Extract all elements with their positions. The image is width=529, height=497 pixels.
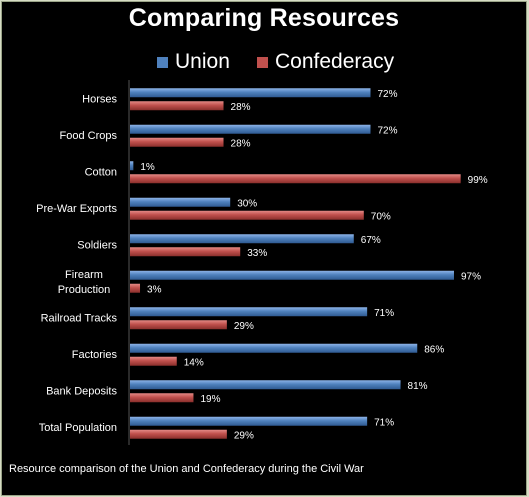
bar-union-horses [130,88,371,98]
category-label-cotton: Cotton [85,166,117,178]
category-label-bank-deposits: Bank Deposits [46,385,117,397]
value-label-confederacy-soldiers: 33% [247,248,267,259]
value-label-union-pre-war-exports: 30% [237,198,257,209]
value-label-confederacy-cotton: 99% [468,175,488,186]
bar-confederacy-total-population [130,429,227,439]
value-label-confederacy-pre-war-exports: 70% [371,211,391,222]
category-label-pre-war-exports: Pre-War Exports [36,203,117,215]
bar-confederacy-horses [130,101,224,111]
bar-union-pre-war-exports [130,197,231,207]
bar-union-total-population [130,416,368,426]
value-label-union-factories: 86% [424,344,444,355]
category-label-firearm-production: Firearm Production [58,269,111,296]
bar-confederacy-cotton [130,174,461,184]
value-label-union-food-crops: 72% [377,125,397,136]
bar-confederacy-firearm-production [130,283,141,293]
value-label-confederacy-railroad-tracks: 29% [234,321,254,332]
legend-swatch-union [157,56,168,68]
bar-union-soldiers [130,234,354,244]
bar-union-cotton [130,161,134,171]
bar-union-factories [130,343,418,353]
category-label-factories: Factories [72,349,118,361]
value-label-union-cotton: 1% [140,162,155,173]
category-label-horses: Horses [82,93,117,105]
value-label-confederacy-total-population: 29% [234,430,254,441]
chart-title: Comparing Resources [128,4,400,32]
bar-union-bank-deposits [130,380,401,390]
legend-label-union: Union [175,50,230,73]
category-label-food-crops: Food Crops [60,130,118,142]
legend-item-confederacy: Confederacy [257,50,394,74]
bar-union-railroad-tracks [130,307,368,317]
chart-caption: Resource comparison of the Union and Con… [9,463,364,475]
bar-confederacy-factories [130,356,177,366]
bar-confederacy-railroad-tracks [130,320,227,330]
value-label-union-firearm-production: 97% [461,271,481,282]
value-label-union-total-population: 71% [374,417,394,428]
chart-plot: Horses 72% 28% Food Crops 72% 28% Cotton 1% 99% P… [36,80,488,445]
bar-confederacy-soldiers [130,247,241,257]
bar-confederacy-pre-war-exports [130,210,364,220]
category-label-total-population: Total Population [39,422,117,434]
legend-item-union: Union [157,50,230,74]
category-label-soldiers: Soldiers [77,239,117,251]
bar-union-firearm-production [130,270,454,280]
legend-label-confederacy: Confederacy [275,50,395,73]
value-label-union-soldiers: 67% [361,235,381,246]
chart-legend: Union Confederacy [2,50,526,74]
legend-swatch-confederacy [257,56,268,68]
value-label-confederacy-horses: 28% [231,102,251,113]
bar-union-food-crops [130,124,371,134]
bar-confederacy-bank-deposits [130,393,194,403]
value-label-confederacy-food-crops: 28% [231,138,251,149]
category-label-railroad-tracks: Railroad Tracks [41,312,118,324]
value-label-confederacy-firearm-production: 3% [147,284,162,295]
bar-confederacy-food-crops [130,137,224,147]
value-label-union-bank-deposits: 81% [408,381,428,392]
value-label-confederacy-bank-deposits: 19% [200,394,220,405]
value-label-union-horses: 72% [377,89,397,100]
value-label-confederacy-factories: 14% [184,357,204,368]
value-label-union-railroad-tracks: 71% [374,308,394,319]
